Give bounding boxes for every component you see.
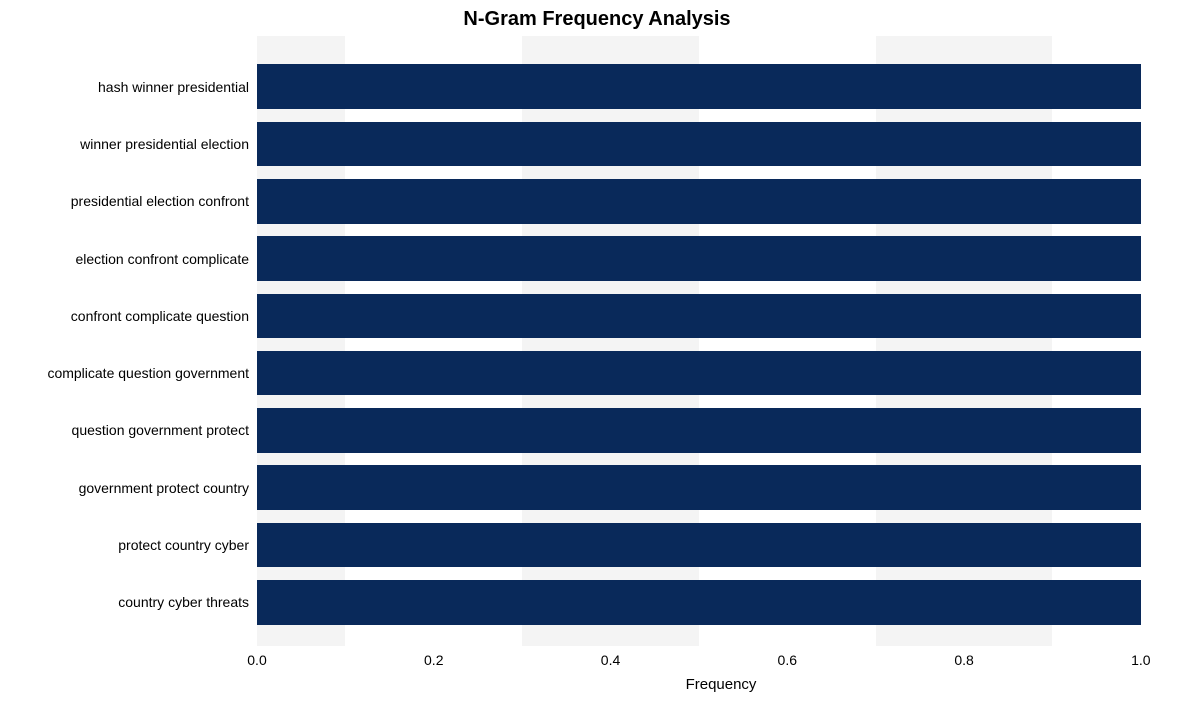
bar [257, 236, 1141, 281]
x-tick-label: 0.4 [601, 652, 620, 668]
y-tick-label: protect country cyber [118, 537, 249, 553]
x-tick-label: 0.2 [424, 652, 443, 668]
y-tick-label: country cyber threats [118, 594, 249, 610]
chart-container: N-Gram Frequency Analysis hash winner pr… [0, 0, 1194, 701]
bar [257, 122, 1141, 167]
bar [257, 179, 1141, 224]
y-tick-label: government protect country [79, 480, 249, 496]
x-tick-label: 1.0 [1131, 652, 1150, 668]
bar [257, 580, 1141, 625]
bar [257, 408, 1141, 453]
bar [257, 465, 1141, 510]
bar [257, 294, 1141, 339]
bar [257, 351, 1141, 396]
x-tick-label: 0.0 [247, 652, 266, 668]
y-tick-label: hash winner presidential [98, 79, 249, 95]
y-tick-label: presidential election confront [71, 193, 249, 209]
y-tick-label: complicate question government [47, 365, 249, 381]
plot-area: hash winner presidentialwinner president… [257, 36, 1185, 646]
y-tick-label: winner presidential election [80, 136, 249, 152]
x-tick-label: 0.8 [954, 652, 973, 668]
bar [257, 523, 1141, 568]
y-tick-label: election confront complicate [75, 251, 249, 267]
y-tick-label: question government protect [72, 422, 249, 438]
y-tick-label: confront complicate question [71, 308, 249, 324]
chart-title: N-Gram Frequency Analysis [0, 8, 1194, 31]
x-axis-label: Frequency [686, 676, 757, 693]
bar [257, 64, 1141, 109]
x-tick-label: 0.6 [778, 652, 797, 668]
